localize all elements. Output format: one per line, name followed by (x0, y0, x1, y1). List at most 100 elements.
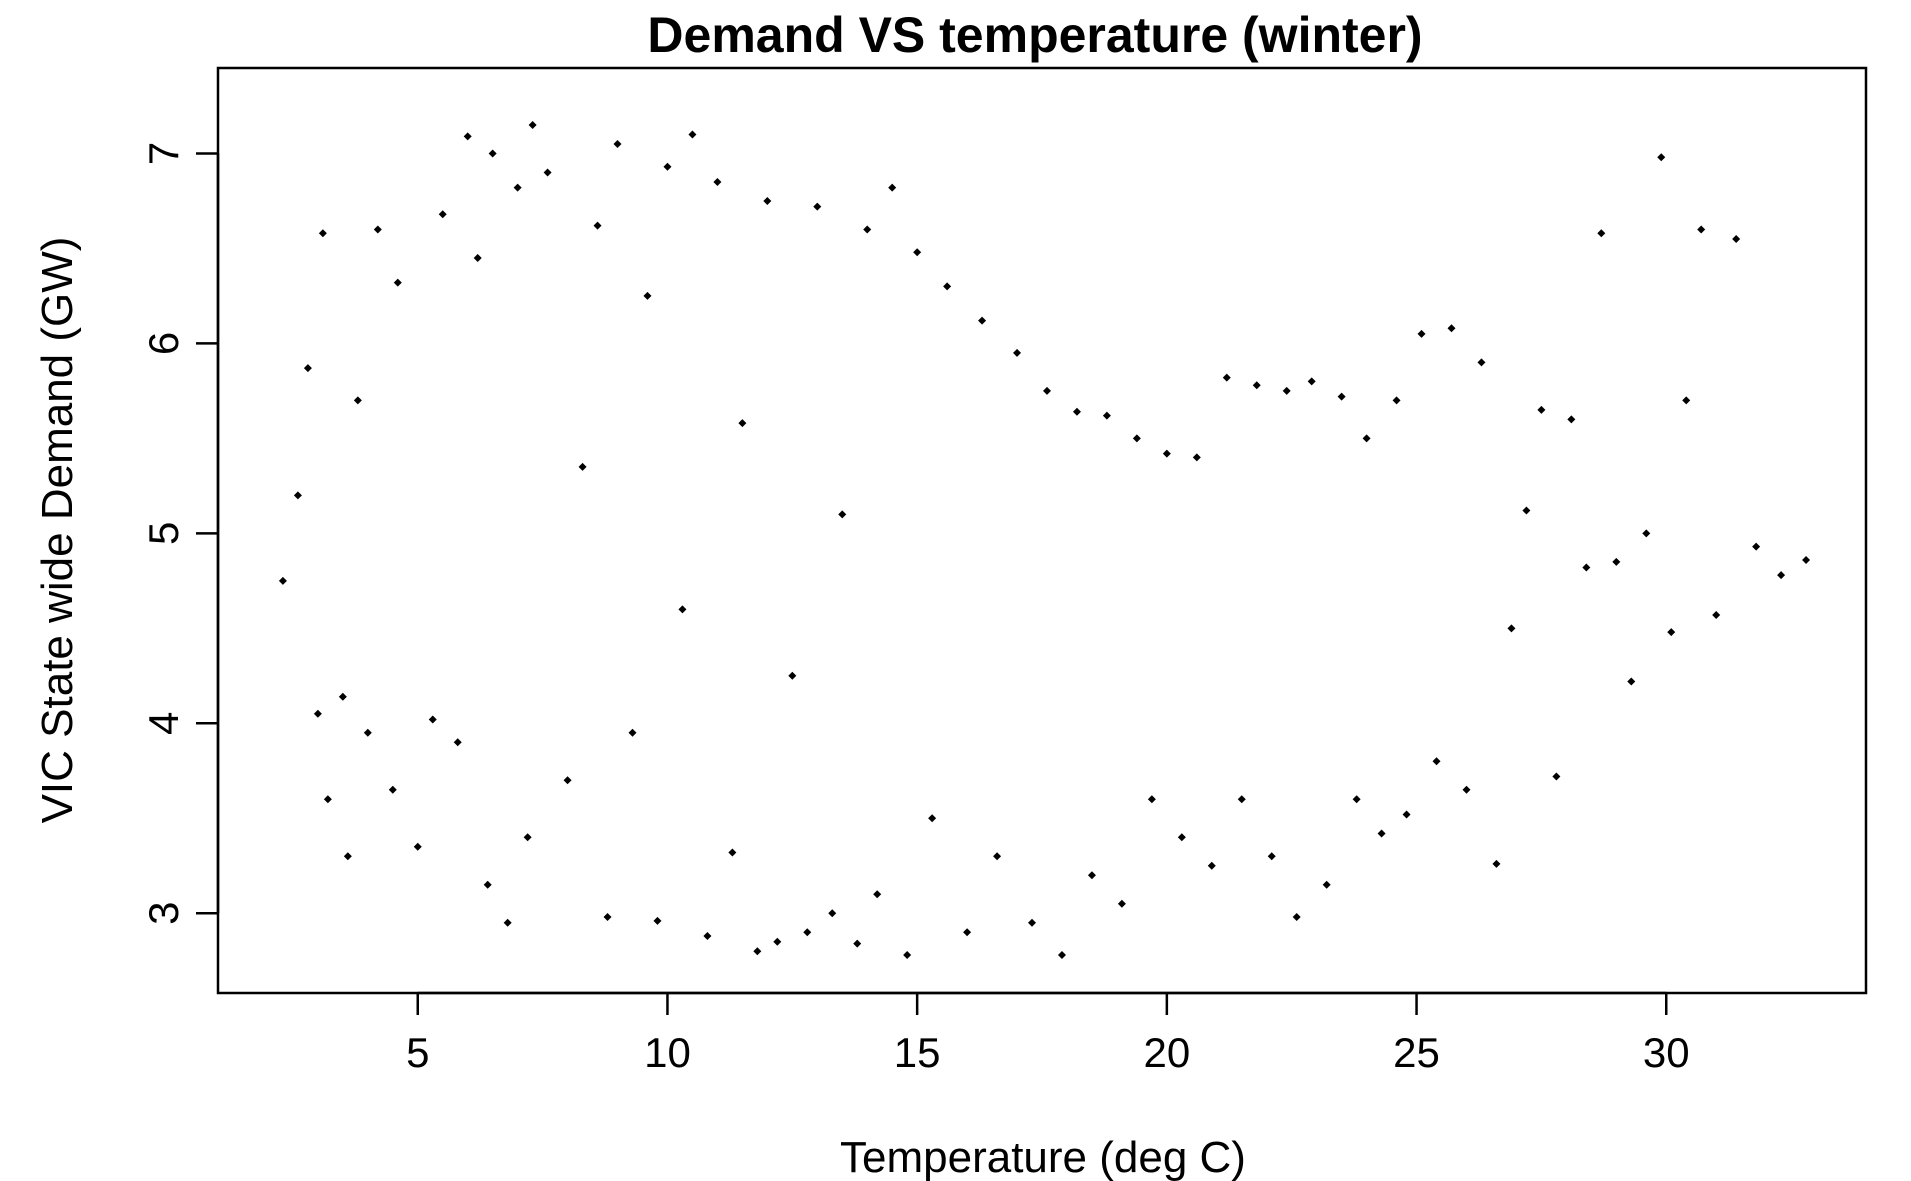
data-point (1802, 555, 1811, 564)
data-point (1267, 852, 1276, 861)
data-point (1013, 348, 1022, 357)
data-point (353, 396, 362, 405)
data-point (1322, 880, 1331, 889)
data-point (1447, 324, 1456, 333)
y-axis-label: VIC State wide Demand (GW) (33, 237, 82, 824)
data-point (1132, 434, 1141, 443)
data-point (528, 120, 537, 129)
plot-frame (216, 66, 1868, 995)
data-point (1102, 411, 1111, 420)
data-point (1752, 542, 1761, 551)
data-point (738, 419, 747, 428)
data-point (853, 939, 862, 948)
data-point (1477, 358, 1486, 367)
data-point (543, 168, 552, 177)
data-point (313, 709, 322, 718)
data-point (993, 852, 1002, 861)
data-point (1732, 234, 1741, 243)
data-point (1042, 386, 1051, 395)
data-point (1147, 795, 1156, 804)
data-point (1292, 913, 1301, 922)
data-point (863, 225, 872, 234)
data-point (943, 282, 952, 291)
data-point (303, 364, 312, 373)
data-point (1392, 396, 1401, 405)
data-point (788, 671, 797, 680)
data-point (393, 278, 402, 287)
data-point (1597, 229, 1606, 238)
data-point (1712, 611, 1721, 620)
data-point (278, 576, 287, 585)
data-point (1377, 829, 1386, 838)
data-point (603, 913, 612, 922)
data-point (628, 728, 637, 737)
data-point (1402, 810, 1411, 819)
y-tick-label: 6 (140, 332, 187, 355)
data-point (1697, 225, 1706, 234)
data-point (1567, 415, 1576, 424)
data-point (343, 852, 352, 861)
x-tick-label: 25 (1393, 1029, 1440, 1076)
data-point (563, 776, 572, 785)
data-point (1192, 453, 1201, 462)
data-point (578, 462, 587, 471)
data-point (1307, 377, 1316, 386)
data-point (773, 937, 782, 946)
data-point (813, 202, 822, 211)
data-point (643, 291, 652, 300)
data-point (513, 183, 522, 192)
x-axis: 5 10 15 20 25 30 (406, 991, 1690, 1076)
data-point (523, 833, 532, 842)
data-point (963, 928, 972, 937)
data-point (978, 316, 987, 325)
data-point (293, 491, 302, 500)
data-point (503, 918, 512, 927)
data-point (1072, 407, 1081, 416)
data-point (1028, 918, 1037, 927)
data-point (453, 738, 462, 747)
data-point (1492, 859, 1501, 868)
data-point (703, 932, 712, 941)
data-point (1582, 563, 1591, 572)
data-point (753, 947, 762, 956)
data-point (1432, 757, 1441, 766)
data-point (1552, 772, 1561, 781)
data-point (1537, 405, 1546, 414)
data-point (1522, 506, 1531, 515)
data-point (1682, 396, 1691, 405)
data-point (713, 177, 722, 186)
data-point (728, 848, 737, 857)
data-point (1252, 381, 1261, 390)
data-point (413, 842, 422, 851)
data-point (323, 795, 332, 804)
x-axis-label: Temperature (deg C) (840, 1133, 1246, 1181)
points-layer (278, 120, 1811, 960)
data-point (873, 890, 882, 899)
data-point (828, 909, 837, 918)
data-point (1657, 153, 1666, 162)
data-point (888, 183, 897, 192)
data-point (473, 253, 482, 262)
y-tick-label: 3 (140, 902, 187, 925)
data-point (903, 951, 912, 960)
data-point (1417, 329, 1426, 338)
data-point (373, 225, 382, 234)
data-point (653, 916, 662, 925)
data-point (1057, 951, 1066, 960)
data-point (1282, 386, 1291, 395)
data-point (1222, 373, 1231, 382)
chart-title: Demand VS temperature (winter) (647, 7, 1422, 63)
data-point (388, 785, 397, 794)
data-point (428, 715, 437, 724)
x-tick-label: 10 (644, 1029, 691, 1076)
data-point (318, 229, 327, 238)
data-point (438, 210, 447, 219)
data-point (763, 196, 772, 205)
y-tick-label: 7 (140, 142, 187, 165)
y-tick-label: 5 (140, 522, 187, 545)
data-point (838, 510, 847, 519)
data-point (678, 605, 687, 614)
data-point (363, 728, 372, 737)
data-point (1777, 571, 1786, 580)
